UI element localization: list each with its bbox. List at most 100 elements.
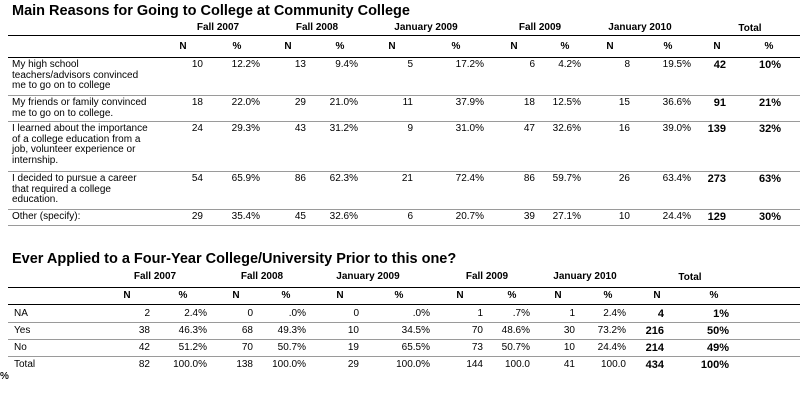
- n-cell: 41: [563, 359, 575, 370]
- row-label: me to go on to college: [12, 80, 111, 91]
- n-cell: 21: [401, 173, 413, 184]
- pct-cell: 49.3%: [277, 325, 306, 336]
- n-cell: 138: [236, 359, 253, 370]
- pct-cell: 31.0%: [455, 123, 484, 134]
- pct-cell: 39.0%: [662, 123, 691, 134]
- pct-cell: 22.0%: [231, 97, 260, 108]
- pct-header: %: [507, 290, 517, 301]
- pct-header: %: [560, 41, 570, 52]
- n-cell: 70: [471, 325, 483, 336]
- period-header: January 2009: [336, 271, 400, 282]
- row-label: I learned about the importance: [12, 123, 148, 134]
- pct-cell: 21%: [758, 97, 781, 109]
- pct-cell: 37.9%: [455, 97, 484, 108]
- period-header: Fall 2009: [518, 22, 562, 33]
- n-cell: 6: [407, 211, 413, 222]
- pct-cell: 63%: [758, 173, 781, 185]
- period-header: January 2010: [608, 22, 672, 33]
- table1-title: Main Reasons for Going to College at Com…: [12, 3, 410, 19]
- n-cell: 42: [138, 342, 150, 353]
- pct-cell: 34.5%: [401, 325, 430, 336]
- n-header: N: [554, 290, 562, 301]
- n-cell: 1: [477, 308, 483, 319]
- n-cell: 214: [645, 342, 664, 354]
- row-divider: [8, 339, 800, 340]
- pct-cell: 19.5%: [662, 59, 691, 70]
- pct-cell: 17.2%: [455, 59, 484, 70]
- n-header: N: [713, 41, 721, 52]
- n-cell: 29: [347, 359, 359, 370]
- n-header: N: [284, 41, 292, 52]
- pct-header: %: [394, 290, 404, 301]
- n-cell: 10: [191, 59, 203, 70]
- pct-cell: 29.3%: [231, 123, 260, 134]
- row-divider: [8, 225, 800, 226]
- pct-header: %: [178, 290, 188, 301]
- row-label: NA: [14, 308, 28, 319]
- n-cell: 13: [294, 59, 306, 70]
- pct-cell: 50.7%: [501, 342, 530, 353]
- n-cell: 10: [563, 342, 575, 353]
- n-cell: 42: [713, 59, 726, 71]
- n-cell: 91: [713, 97, 726, 109]
- pct-header: %: [451, 41, 461, 52]
- pct-cell: 50.7%: [277, 342, 306, 353]
- pct-header: %: [709, 290, 719, 301]
- n-cell: 45: [294, 211, 306, 222]
- n-cell: 129: [707, 211, 726, 223]
- pct-cell: 63.4%: [662, 173, 691, 184]
- row-label: My friends or family convinced: [12, 97, 147, 108]
- n-header: N: [606, 41, 614, 52]
- pct-cell: 100.0%: [173, 359, 207, 370]
- pct-cell: 65.9%: [231, 173, 260, 184]
- table1-rule: [8, 57, 800, 58]
- pct-header: %: [335, 41, 345, 52]
- n-cell: 19: [347, 342, 359, 353]
- n-header: N: [123, 290, 131, 301]
- n-cell: 54: [191, 173, 203, 184]
- n-header: N: [336, 290, 344, 301]
- pct-cell: 100.0%: [396, 359, 430, 370]
- row-label: I decided to pursue a career: [12, 173, 137, 184]
- pct-cell: 24.4%: [597, 342, 626, 353]
- n-cell: 0: [247, 308, 253, 319]
- row-divider: [8, 95, 800, 96]
- n-cell: 86: [294, 173, 306, 184]
- n-cell: 24: [191, 123, 203, 134]
- n-header: N: [179, 41, 187, 52]
- n-cell: 144: [466, 359, 483, 370]
- table2-rule: [8, 304, 800, 305]
- pct-cell: .7%: [512, 308, 530, 319]
- n-header: N: [510, 41, 518, 52]
- pct-header: %: [663, 41, 673, 52]
- pct-header: %: [232, 41, 242, 52]
- pct-cell: 49%: [706, 342, 729, 354]
- row-divider: [8, 209, 800, 210]
- n-header: N: [653, 290, 661, 301]
- pct-cell: 36.6%: [662, 97, 691, 108]
- row-label: internship.: [12, 154, 59, 166]
- row-label: that required a college: [12, 183, 111, 195]
- pct-cell: 100.0%: [272, 359, 306, 370]
- n-cell: 16: [618, 123, 630, 134]
- row-label: of a college education from a: [12, 133, 141, 145]
- row-label: My high school: [12, 59, 79, 70]
- pct-cell: 51.2%: [178, 342, 207, 353]
- pct-cell: 65.5%: [401, 342, 430, 353]
- table1-rule: [8, 35, 800, 36]
- pct-cell: .0%: [288, 308, 306, 319]
- pct-cell: 12.2%: [231, 59, 260, 70]
- n-cell: 0: [353, 308, 359, 319]
- n-cell: 10: [618, 211, 630, 222]
- pct-cell: 20.7%: [455, 211, 484, 222]
- n-cell: 2: [144, 308, 150, 319]
- pct-cell: 100.0: [504, 359, 530, 370]
- row-label: Other (specify):: [12, 211, 81, 222]
- row-label: job, volunteer experience or: [12, 144, 136, 155]
- n-cell: 68: [241, 325, 253, 336]
- n-cell: 9: [407, 123, 413, 134]
- row-label: me to go on to college.: [12, 107, 114, 119]
- period-header: Fall 2008: [295, 22, 339, 33]
- n-cell: 5: [407, 59, 413, 70]
- table2-title: Ever Applied to a Four-Year College/Univ…: [12, 251, 457, 267]
